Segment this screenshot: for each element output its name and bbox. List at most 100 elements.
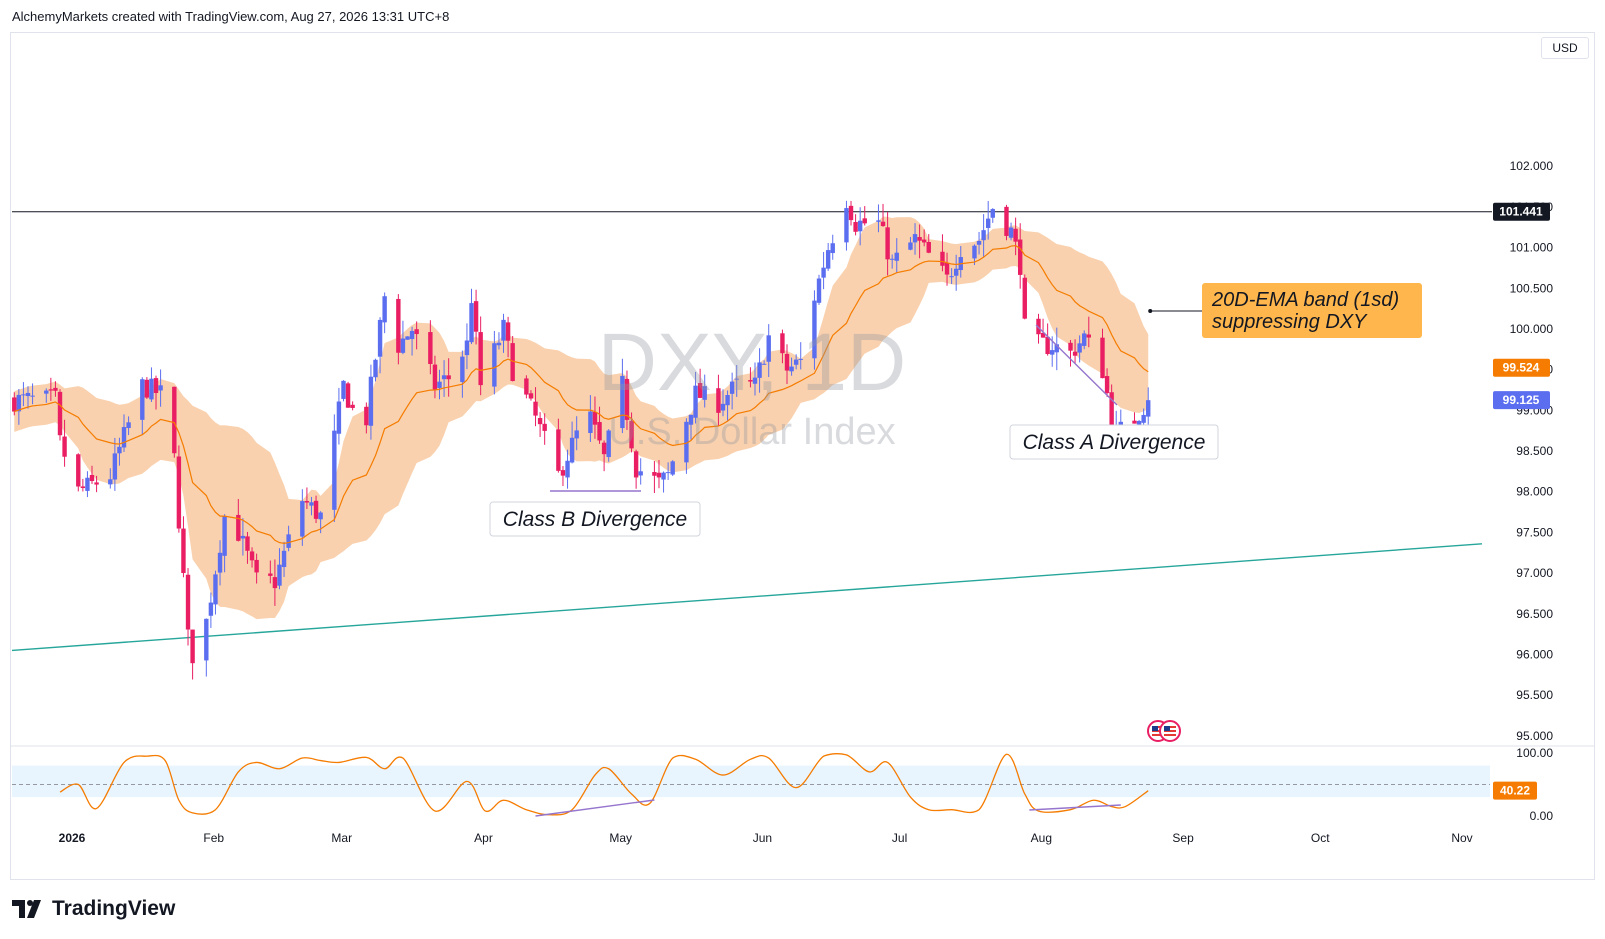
candle-down[interactable] [697,382,703,398]
candle-down[interactable] [505,322,511,341]
candle-down[interactable] [304,501,310,503]
candle-down[interactable] [254,559,259,573]
ema-band-callout[interactable]: 20D-EMA band (1sd)suppressing DXY [1202,283,1422,338]
candle-up[interactable] [309,502,314,506]
candle-up[interactable] [876,220,881,222]
candle-up[interactable] [793,359,799,365]
candle-up[interactable] [437,381,442,388]
candle-up[interactable] [985,218,991,228]
candle-up[interactable] [953,268,959,276]
candle-up[interactable] [720,403,726,411]
candle-up[interactable] [240,535,246,539]
candle-down[interactable] [1068,342,1073,351]
ema-20-line[interactable] [14,245,1149,544]
candle-down[interactable] [510,343,515,382]
candle-down[interactable] [176,456,182,529]
candle-down[interactable] [62,436,67,457]
candle-down[interactable] [153,378,159,394]
candle-up[interactable] [409,330,415,340]
candle-up[interactable] [789,366,794,372]
candle-down[interactable] [94,482,99,485]
candle-up[interactable] [405,336,410,340]
candle-up[interactable] [464,340,470,356]
class-b-divergence-label[interactable]: Class B Divergence [489,501,701,537]
candle-up[interactable] [460,356,465,382]
candle-down[interactable] [181,528,186,574]
candle-down[interactable] [853,222,858,232]
candle-up[interactable] [908,242,913,250]
candle-down[interactable] [560,470,566,476]
candle-up[interactable] [217,552,223,573]
candle-up[interactable] [825,250,831,269]
candle-up[interactable] [816,278,822,303]
candle-down[interactable] [542,423,547,431]
candle-down[interactable] [780,333,785,354]
candle-down[interactable] [396,298,401,353]
candle-down[interactable] [76,454,81,487]
candle-up[interactable] [830,243,835,254]
currency-selector[interactable]: USD [1541,37,1589,59]
candle-up[interactable] [117,446,122,454]
candle-up[interactable] [702,386,707,400]
candle-up[interactable] [588,411,593,433]
candle-down[interactable] [1104,376,1110,394]
candle-up[interactable] [112,453,118,480]
candle-down[interactable] [880,221,886,227]
candle-down[interactable] [1100,337,1105,379]
candle-down[interactable] [432,364,438,390]
candle-up[interactable] [16,394,22,412]
candle-down[interactable] [1109,392,1114,429]
candle-up[interactable] [85,477,90,491]
candle-up[interactable] [1082,333,1087,346]
candle-down[interactable] [1132,420,1137,424]
candle-up[interactable] [821,267,826,278]
candle-down[interactable] [1013,228,1018,242]
candle-up[interactable] [976,240,982,245]
candle-down[interactable] [716,388,721,413]
candle-up[interactable] [469,303,474,343]
candle-up[interactable] [990,209,995,218]
candle-down[interactable] [1040,332,1046,338]
candle-up[interactable] [688,414,694,425]
candle-up[interactable] [1050,350,1055,355]
candle-up[interactable] [972,245,977,259]
candle-down[interactable] [885,227,890,260]
candle-down[interactable] [1072,351,1078,356]
candle-down[interactable] [537,418,543,425]
candle-down[interactable] [473,301,479,332]
candle-up[interactable] [798,358,803,360]
candle-up[interactable] [158,385,163,391]
candle-down[interactable] [601,442,607,455]
candle-up[interactable] [126,422,131,429]
candle-down[interactable] [313,500,319,519]
candle-down[interactable] [272,577,278,589]
candle-down[interactable] [414,329,419,335]
candle-up[interactable] [400,338,406,353]
candle-up[interactable] [149,378,154,400]
candle-up[interactable] [912,234,918,243]
candle-down[interactable] [446,375,451,380]
candle-down[interactable] [533,401,538,416]
candle-down[interactable] [350,404,355,408]
candle-up[interactable] [661,472,666,480]
candle-down[interactable] [940,251,945,266]
candle-up[interactable] [492,343,497,387]
candle-down[interactable] [921,239,927,243]
candle-down[interactable] [656,472,662,478]
candle-up[interactable] [1008,227,1014,238]
candle-down[interactable] [624,378,630,420]
candle-up[interactable] [574,430,579,439]
oscillator-divergence-a[interactable] [1029,804,1121,811]
candle-down[interactable] [556,429,561,471]
candle-down[interactable] [917,237,922,241]
candle-up[interactable] [981,230,986,241]
candle-down[interactable] [478,332,483,386]
candle-up[interactable] [725,394,730,406]
candle-up[interactable] [949,276,954,278]
candle-down[interactable] [1045,336,1050,355]
candle-up[interactable] [341,380,346,399]
candle-up[interactable] [812,300,817,359]
candle-down[interactable] [53,387,58,391]
candle-up[interactable] [693,385,698,418]
candle-up[interactable] [1118,421,1123,427]
